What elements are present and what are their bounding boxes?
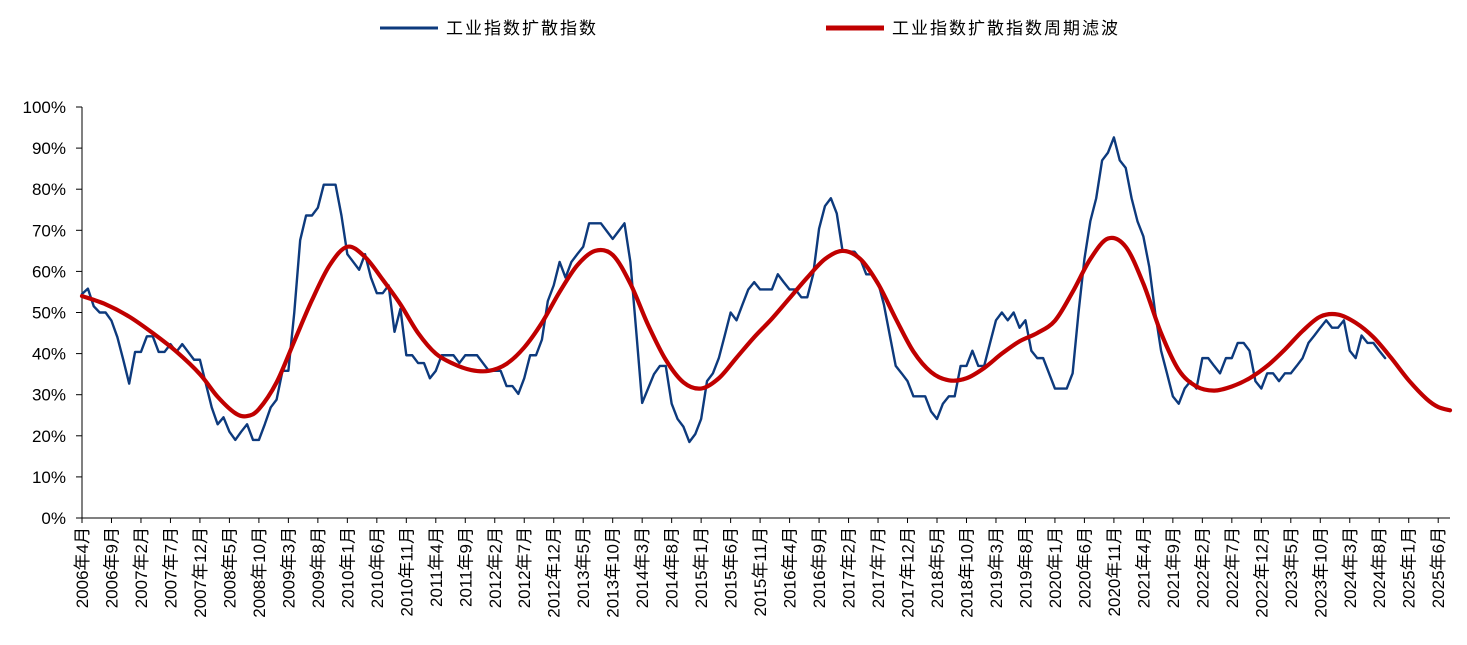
legend: 工业指数扩散指数 工业指数扩散指数周期滤波 xyxy=(380,19,1120,39)
x-tick-label: 2018年5月 xyxy=(928,527,947,608)
x-tick-label: 2024年3月 xyxy=(1341,527,1360,608)
x-tick-label: 2019年3月 xyxy=(987,527,1006,608)
x-tick-label: 2019年8月 xyxy=(1016,527,1035,608)
x-tick-label: 2009年8月 xyxy=(309,527,328,608)
legend-label-cycle-filter: 工业指数扩散指数周期滤波 xyxy=(892,19,1120,39)
x-tick-label: 2013年5月 xyxy=(574,527,593,608)
x-tick-label: 2020年11月 xyxy=(1105,527,1124,616)
x-tick-label: 2008年10月 xyxy=(250,527,269,618)
x-tick-label: 2017年7月 xyxy=(869,527,888,608)
x-tick-label: 2014年8月 xyxy=(663,527,682,608)
x-tick-label: 2013年10月 xyxy=(604,527,623,618)
x-tick-label: 2015年11月 xyxy=(751,527,770,616)
x-tick-label: 2015年6月 xyxy=(722,527,741,608)
x-tick-label: 2011年4月 xyxy=(427,527,446,607)
y-tick-label: 70% xyxy=(32,221,66,240)
x-tick-label: 2012年7月 xyxy=(515,527,534,608)
series-line-diffusion-index xyxy=(80,136,1387,444)
x-tick-label: 2012年12月 xyxy=(545,527,564,618)
x-tick-label: 2022年7月 xyxy=(1223,527,1242,608)
y-tick-label: 90% xyxy=(32,139,66,158)
x-tick-label: 2008年5月 xyxy=(220,527,239,608)
x-tick-label: 2021年4月 xyxy=(1134,527,1153,608)
x-tick-label: 2020年6月 xyxy=(1075,527,1094,608)
x-tick-label: 2022年2月 xyxy=(1193,527,1212,608)
x-tick-label: 2024年8月 xyxy=(1370,527,1389,608)
x-tick-label: 2010年6月 xyxy=(368,527,387,608)
x-tick-label: 2016年4月 xyxy=(781,527,800,608)
x-tick-label: 2022年12月 xyxy=(1252,527,1271,618)
y-tick-label: 20% xyxy=(32,427,66,446)
x-tick-label: 2006年9月 xyxy=(102,527,121,608)
x-tick-label: 2010年11月 xyxy=(397,527,416,616)
y-tick-label: 60% xyxy=(32,262,66,281)
y-tick-label: 100% xyxy=(23,98,66,117)
series-layer xyxy=(79,136,1453,444)
axes: 0% 10% 20% 30% 40% 50% 60% 70% 80% 90% 100% 2006年4月… xyxy=(23,98,1450,618)
x-tick-label: 2007年12月 xyxy=(191,527,210,618)
x-tick-label: 2018年10月 xyxy=(957,527,976,618)
series-line-cycle-filter xyxy=(79,235,1453,419)
x-tick-label: 2025年1月 xyxy=(1400,527,1419,608)
x-tick-label: 2007年2月 xyxy=(132,527,151,608)
y-tick-label: 50% xyxy=(32,304,66,323)
y-tick-label: 80% xyxy=(32,180,66,199)
x-tick-label: 2023年10月 xyxy=(1311,527,1330,618)
y-tick-label: 40% xyxy=(32,345,66,364)
x-tick-label: 2021年9月 xyxy=(1164,527,1183,608)
legend-label-diffusion-index: 工业指数扩散指数 xyxy=(446,19,598,39)
x-tick-label: 2006年4月 xyxy=(73,527,92,608)
x-tick-label: 2012年2月 xyxy=(486,527,505,608)
x-tick-label: 2015年1月 xyxy=(692,527,711,608)
x-tick-label: 2016年9月 xyxy=(810,527,829,608)
y-tick-label: 0% xyxy=(41,509,66,528)
x-tick-label: 2025年6月 xyxy=(1429,527,1448,608)
y-tick-label: 30% xyxy=(32,386,66,405)
x-tick-label: 2017年2月 xyxy=(840,527,859,608)
x-tick-label: 2011年9月 xyxy=(456,527,475,607)
x-tick-label: 2014年3月 xyxy=(633,527,652,608)
x-tick-label: 2007年7月 xyxy=(161,527,180,608)
x-tick-label: 2017年12月 xyxy=(899,527,918,618)
x-tick-label: 2009年3月 xyxy=(279,527,298,608)
y-tick-label: 10% xyxy=(32,468,66,487)
x-tick-label: 2010年1月 xyxy=(338,527,357,608)
x-tick-label: 2023年5月 xyxy=(1282,527,1301,608)
x-tick-label: 2020年1月 xyxy=(1046,527,1065,608)
